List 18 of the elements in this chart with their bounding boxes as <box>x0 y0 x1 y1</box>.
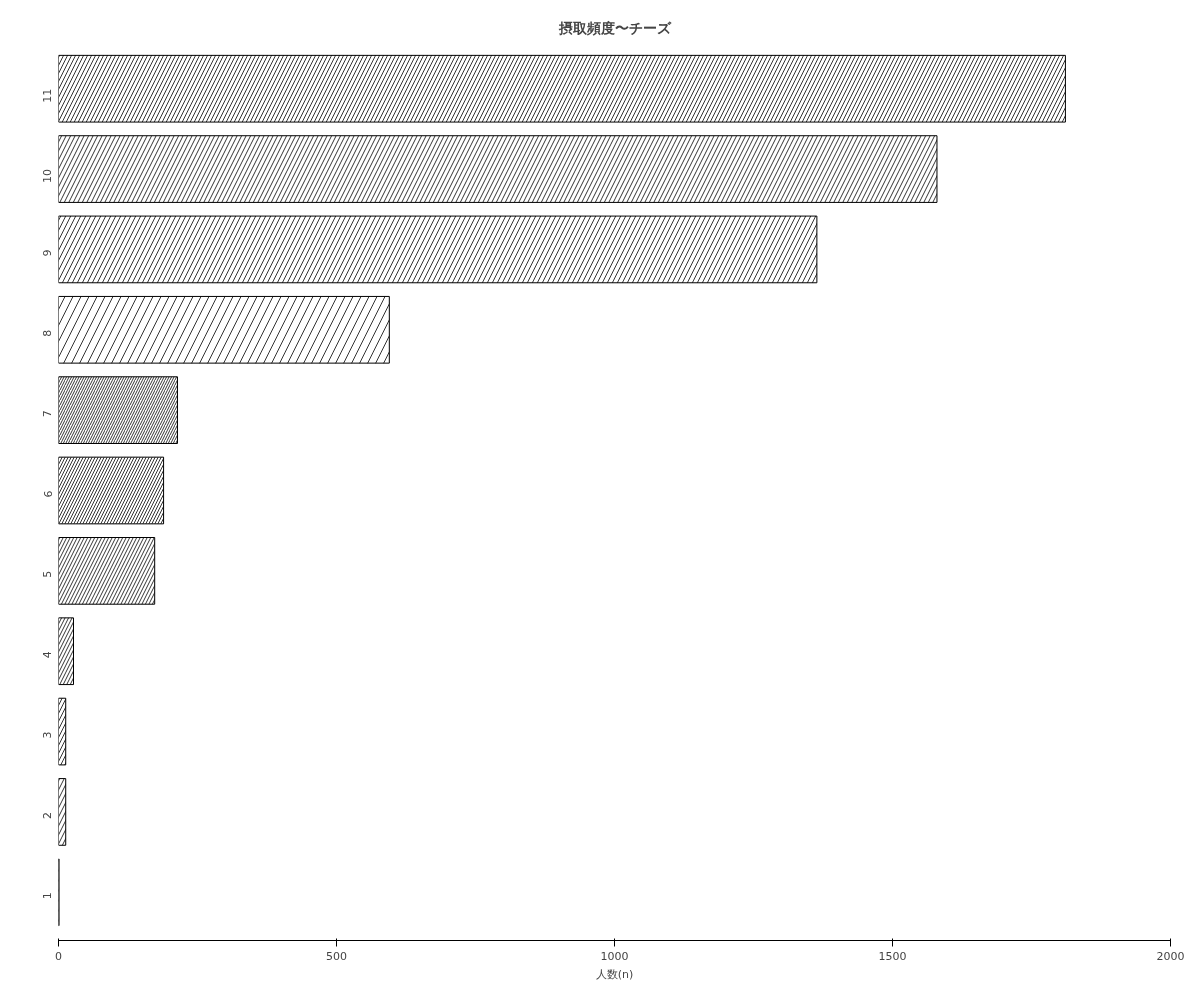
y-tick-label: 10 <box>41 169 55 184</box>
x-tick-label: 1000 <box>600 949 629 963</box>
y-tick-label: 6 <box>41 490 55 498</box>
y-tick-label: 5 <box>41 570 55 578</box>
y-tick-label: 9 <box>41 249 55 257</box>
y-tick-label: 11 <box>41 88 55 103</box>
x-tick-label: 0 <box>55 949 62 963</box>
x-tick-label: 500 <box>326 949 347 963</box>
y-tick-label: 8 <box>41 329 55 337</box>
x-axis-title: 人数(n) <box>595 967 634 981</box>
y-tick-label: 4 <box>41 651 55 659</box>
y-tick-label: 7 <box>41 410 55 418</box>
y-tick-label: 3 <box>41 731 55 739</box>
y-tick-label: 2 <box>41 811 55 819</box>
x-tick-label: 2000 <box>1156 949 1185 963</box>
y-tick-label: 1 <box>41 892 55 900</box>
chart-title: 摂取頻度〜チーズ <box>557 19 672 36</box>
x-tick-label: 1500 <box>878 949 907 963</box>
